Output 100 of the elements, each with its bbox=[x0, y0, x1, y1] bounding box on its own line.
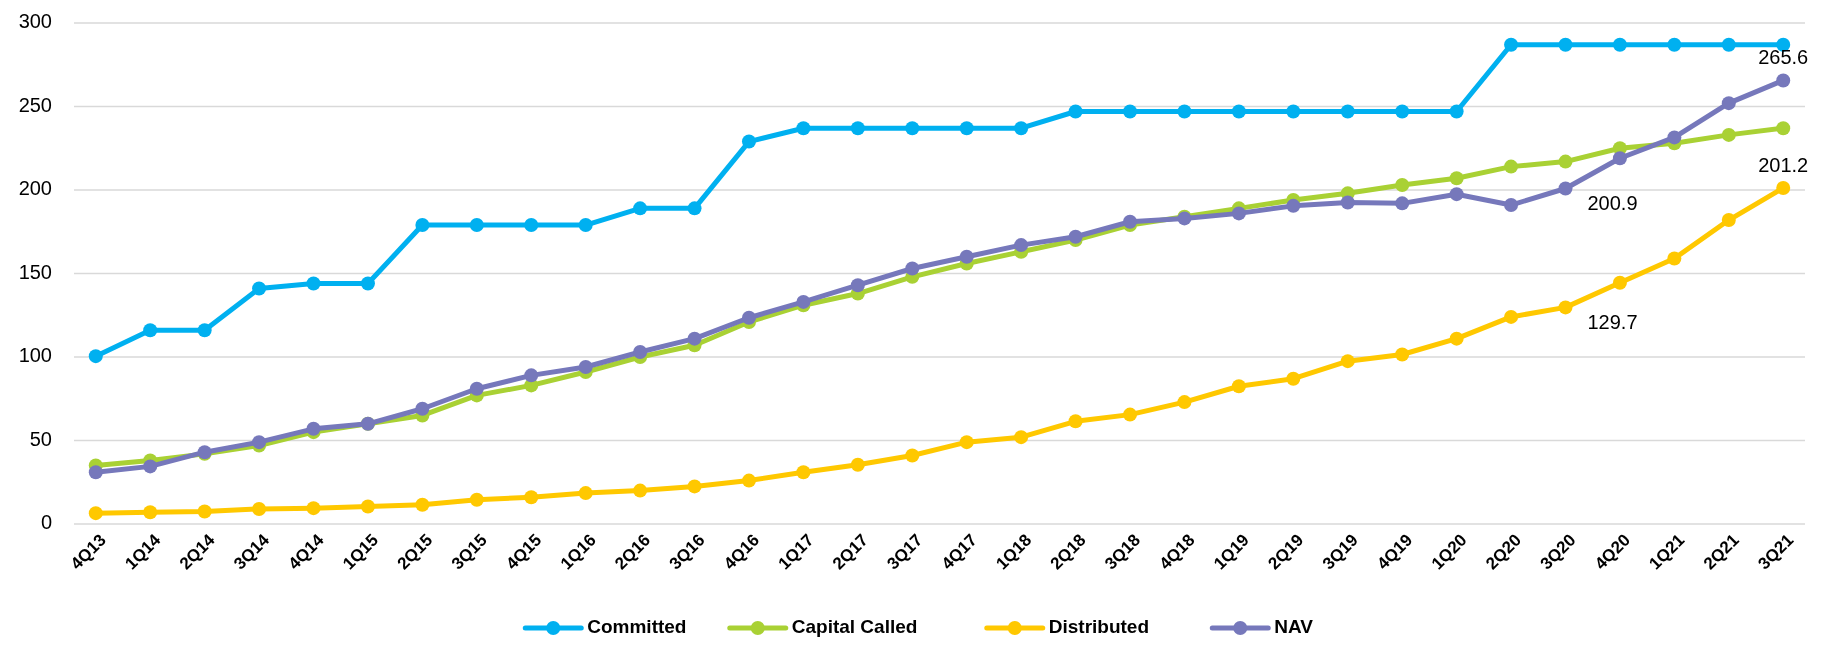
point bbox=[252, 281, 267, 296]
point bbox=[905, 448, 920, 463]
data-label: 265.6 bbox=[1758, 46, 1809, 69]
point bbox=[1558, 154, 1573, 169]
point bbox=[306, 421, 321, 436]
point bbox=[1504, 159, 1519, 174]
point bbox=[1612, 151, 1627, 166]
point bbox=[1395, 104, 1410, 119]
point bbox=[252, 501, 267, 516]
point bbox=[1612, 37, 1627, 52]
point bbox=[850, 457, 865, 472]
point bbox=[469, 492, 484, 507]
point bbox=[905, 121, 920, 136]
point bbox=[524, 490, 539, 505]
point bbox=[360, 276, 375, 291]
point bbox=[1721, 96, 1736, 111]
point bbox=[1667, 37, 1682, 52]
y-tick-label: 200 bbox=[18, 177, 52, 200]
point bbox=[1014, 121, 1029, 136]
point bbox=[88, 349, 103, 364]
point bbox=[143, 459, 158, 474]
point bbox=[306, 501, 321, 516]
point bbox=[1123, 214, 1138, 229]
point bbox=[1558, 181, 1573, 196]
point bbox=[1612, 275, 1627, 290]
point bbox=[1123, 104, 1138, 119]
point bbox=[633, 201, 648, 216]
point bbox=[197, 504, 212, 519]
point bbox=[1395, 347, 1410, 362]
point bbox=[741, 134, 756, 149]
point bbox=[1068, 414, 1083, 429]
point bbox=[1014, 430, 1029, 445]
point bbox=[1776, 121, 1791, 136]
point bbox=[1286, 198, 1301, 213]
point bbox=[1449, 331, 1464, 346]
point bbox=[1068, 229, 1083, 244]
legend-label: Committed bbox=[587, 616, 687, 638]
point bbox=[1449, 171, 1464, 186]
point bbox=[687, 201, 702, 216]
point bbox=[1014, 238, 1029, 253]
point bbox=[88, 506, 103, 521]
point bbox=[741, 310, 756, 325]
point bbox=[415, 401, 430, 416]
point bbox=[1558, 300, 1573, 315]
point bbox=[306, 276, 321, 291]
point bbox=[415, 218, 430, 233]
point bbox=[796, 121, 811, 136]
point bbox=[741, 473, 756, 488]
point bbox=[1231, 206, 1246, 221]
point bbox=[959, 249, 974, 264]
data-label: 129.7 bbox=[1587, 310, 1638, 333]
point bbox=[143, 323, 158, 338]
point bbox=[850, 121, 865, 136]
point bbox=[1395, 196, 1410, 211]
point bbox=[524, 218, 539, 233]
point bbox=[197, 323, 212, 338]
point bbox=[578, 218, 593, 233]
point bbox=[1558, 37, 1573, 52]
point bbox=[1721, 213, 1736, 228]
point bbox=[959, 435, 974, 450]
point bbox=[524, 368, 539, 383]
y-tick-label: 0 bbox=[40, 511, 52, 534]
point bbox=[687, 331, 702, 346]
point bbox=[905, 261, 920, 276]
point bbox=[959, 121, 974, 136]
point bbox=[850, 278, 865, 293]
point bbox=[796, 465, 811, 480]
point bbox=[1231, 379, 1246, 394]
point bbox=[143, 505, 158, 520]
point bbox=[1177, 104, 1192, 119]
point bbox=[1286, 104, 1301, 119]
point bbox=[1721, 127, 1736, 142]
point bbox=[415, 497, 430, 512]
y-tick-label: 250 bbox=[18, 93, 52, 116]
point bbox=[1340, 354, 1355, 369]
y-tick-label: 300 bbox=[18, 10, 52, 33]
point bbox=[1667, 251, 1682, 266]
point bbox=[1123, 407, 1138, 422]
data-label: 201.2 bbox=[1758, 154, 1809, 176]
legend-label: Capital Called bbox=[791, 616, 918, 638]
point bbox=[1286, 371, 1301, 386]
point bbox=[1721, 37, 1736, 52]
point bbox=[1340, 104, 1355, 119]
point bbox=[1449, 187, 1464, 202]
y-tick-label: 150 bbox=[18, 260, 52, 283]
point bbox=[1776, 181, 1791, 195]
point bbox=[88, 465, 103, 480]
point bbox=[578, 360, 593, 375]
point bbox=[796, 294, 811, 309]
point bbox=[1504, 198, 1519, 213]
point bbox=[1340, 195, 1355, 210]
point bbox=[578, 486, 593, 501]
point bbox=[1504, 37, 1519, 52]
y-tick-label: 50 bbox=[29, 427, 52, 450]
point bbox=[1177, 395, 1192, 410]
point bbox=[1231, 104, 1246, 119]
legend-label: Distributed bbox=[1048, 616, 1150, 638]
point bbox=[360, 499, 375, 514]
point bbox=[1504, 309, 1519, 324]
point bbox=[633, 483, 648, 498]
